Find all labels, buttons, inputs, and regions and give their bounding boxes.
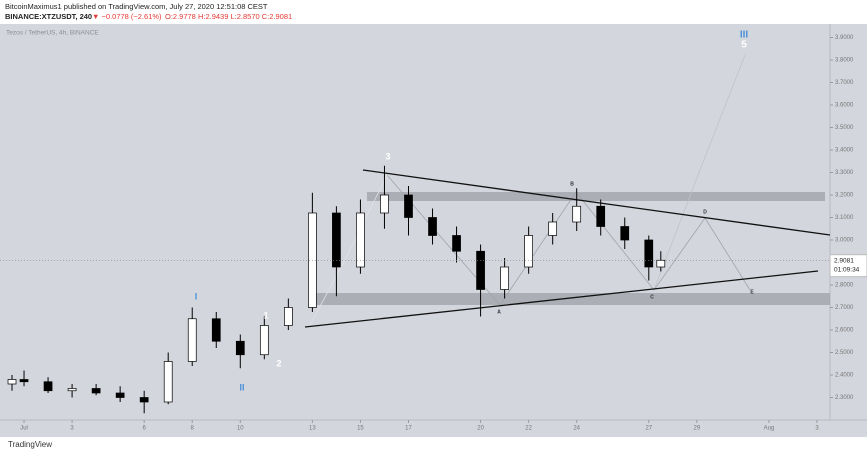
wave-label: 3 [385,151,390,161]
candle-body [19,379,29,383]
change: ▼ −0.0778 (−2.61%) [92,12,162,21]
y-tick-label: 2.8000 [835,283,854,289]
candle-body [656,259,666,268]
candle-body [235,340,245,356]
y-tick-label: 3.3000 [835,170,854,176]
candle-body [404,194,413,218]
time-axis [0,420,867,437]
lower-trendline [304,270,819,328]
x-tick-label: 17 [405,426,412,432]
wave-label: D [703,209,707,215]
resistance-zone [367,192,825,201]
wave-label: B [570,181,574,187]
x-tick-label: 27 [645,426,652,432]
candle-body [43,381,53,392]
footer: TradingView [8,440,52,449]
wave-projection [309,174,388,326]
candle-body [596,205,606,227]
x-tick-label: Aug [764,426,775,432]
candle-body [428,217,437,236]
x-tick-label: Jul [20,426,28,432]
wave-label: III [740,30,749,41]
wave-label: A [497,309,501,315]
y-tick-label: 3.1000 [835,215,854,221]
candle-body [380,194,389,214]
x-tick-label: 15 [357,426,364,432]
upper-trendline [362,169,831,236]
candle-body [644,239,654,268]
wave-label: II [239,382,244,392]
x-tick-label: 24 [573,426,580,432]
candle-body [572,205,582,223]
candle-body [259,325,269,356]
candle-body [452,235,461,252]
y-tick-label: 3.0000 [835,238,854,244]
candle-body [139,397,149,403]
candle-body [163,361,173,403]
x-tick-label: 8 [191,426,195,432]
y-tick-label: 2.6000 [835,328,854,334]
price-axis [830,24,867,420]
y-tick-label: 2.3000 [835,395,854,401]
candle-body [211,318,221,342]
wave-label: I [195,291,198,301]
last-price-label: 2.9081 [834,257,854,264]
x-tick-label: 29 [693,426,700,432]
candle-body [356,212,365,268]
y-tick-label: 2.5000 [835,350,854,356]
wave-label: C [650,294,654,300]
marks [7,165,666,414]
candle-body [548,221,558,236]
candle-body [524,235,533,268]
candle-body [91,388,101,394]
y-tick-label: 3.5000 [835,125,854,131]
support-zone [310,293,830,305]
y-tick-label: 3.2000 [835,193,854,199]
candle-body [332,212,341,268]
x-tick-label: 6 [143,426,147,432]
candle-body [620,226,630,241]
candle-body [67,388,77,392]
last-price-box [829,254,867,278]
y-tick-label: 3.8000 [835,58,854,64]
ohlc: O:2.9778 H:2.9439 L:2.8570 C:2.9081 [165,12,292,21]
plot-area [0,24,830,420]
candle-body [115,392,125,398]
candle-body [476,250,485,290]
x-tick-label: 3 [815,426,819,432]
candle-body [500,266,509,290]
x-tick-label: 3 [70,426,74,432]
y-tick-label: 3.9000 [835,35,854,41]
wave-label: E [750,289,754,295]
wave-label: 1 [263,310,268,320]
y-tick-label: 3.7000 [835,80,854,86]
x-tick-label: 10 [237,426,244,432]
x-tick-label: 22 [525,426,532,432]
symbol: BINANCE:XTZUSDT, 240 [5,12,92,21]
target-projection [653,54,746,291]
legend-text: Tezos / TetherUS, 4h, BINANCE [6,30,99,37]
candle-body [7,379,17,385]
candle-body [187,318,197,362]
y-tick-label: 2.7000 [835,305,854,311]
y-tick-label: 2.4000 [835,373,854,379]
candle-body [308,212,317,308]
y-tick-label: 3.6000 [835,103,854,109]
x-tick-label: 13 [309,426,316,432]
author: BitcoinMaximus1 published on TradingView… [5,2,268,11]
wave-label: 2 [276,358,281,368]
wave-label: 5 [741,40,747,51]
y-tick-label: 3.4000 [835,148,854,154]
candle-body [283,307,293,326]
x-tick-label: 20 [477,426,484,432]
countdown: 01:09:34 [834,266,860,273]
